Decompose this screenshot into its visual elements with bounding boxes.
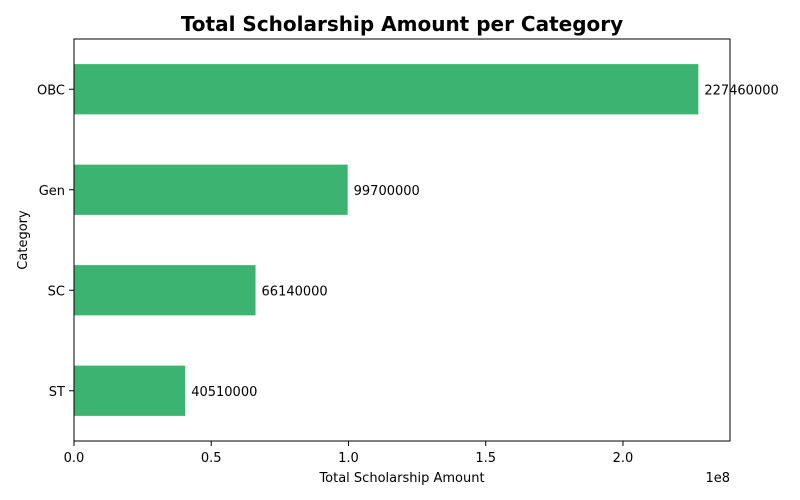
data-label-sc: 66140000: [262, 284, 328, 299]
bars-layer: 40510000 66140000 99700000 227460000: [74, 64, 779, 416]
x-axis-label: Total Scholarship Amount: [318, 471, 484, 486]
y-axis-label: Category: [16, 210, 31, 270]
y-tick-label-gen: Gen: [39, 184, 65, 199]
data-label-obc: 227460000: [704, 83, 778, 98]
bar-st: [74, 365, 186, 416]
x-axis-offset-label: 1e8: [705, 471, 730, 486]
y-tick-label-sc: SC: [48, 284, 65, 299]
x-axis-ticks: 0.0 0.5 1.0 1.5 2.0: [64, 441, 634, 466]
y-axis-ticks: ST SC Gen OBC: [37, 83, 74, 400]
x-tick-label: 1.5: [475, 451, 496, 466]
y-tick-label-st: ST: [49, 385, 65, 400]
data-label-st: 40510000: [191, 385, 257, 400]
x-tick-label: 0.5: [201, 451, 222, 466]
x-tick-label: 0.0: [64, 451, 85, 466]
y-tick-label-obc: OBC: [37, 83, 65, 98]
bar-gen: [74, 164, 348, 215]
data-label-gen: 99700000: [354, 184, 420, 199]
bar-obc: [74, 64, 699, 115]
chart-title: Total Scholarship Amount per Category: [181, 12, 623, 36]
x-tick-label: 2.0: [613, 451, 634, 466]
x-tick-label: 1.0: [338, 451, 359, 466]
plot-frame: [73, 38, 731, 442]
bar-sc: [74, 265, 256, 316]
